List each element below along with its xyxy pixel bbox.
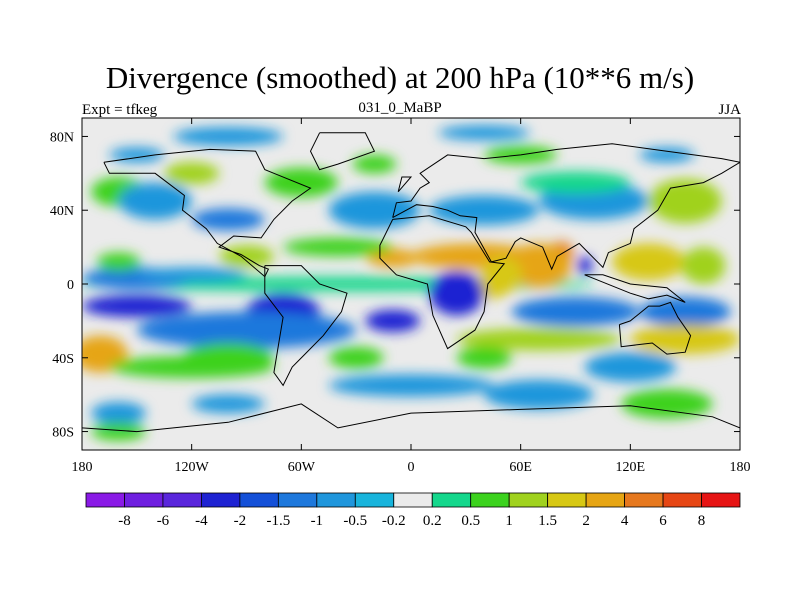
field-blob [506, 243, 572, 288]
colorbar-swatch [547, 492, 587, 508]
colorbar-swatch [470, 492, 510, 508]
y-tick-label: 80S [52, 426, 74, 441]
colorbar-label: -8 [118, 513, 131, 529]
field-blob [639, 147, 695, 163]
colorbar-swatch [85, 492, 125, 508]
field-blob [429, 271, 485, 316]
coastline [264, 265, 348, 387]
colorbar-label: 1 [505, 513, 513, 529]
y-tick-label: 0 [67, 278, 74, 293]
y-tick-label: 80N [50, 130, 74, 145]
field-blob [118, 182, 192, 220]
field-blob [91, 402, 146, 425]
field-blob [136, 311, 357, 349]
colorbar-swatch [431, 492, 472, 508]
field-blob [173, 127, 284, 146]
colorbar-label: 2 [582, 513, 590, 529]
field-blob [109, 147, 165, 163]
x-tick-label: 180 [72, 460, 93, 475]
colorbar-label: 6 [659, 513, 667, 529]
colorbar-label: -4 [195, 513, 208, 529]
colorbar-swatch [624, 492, 664, 508]
field-blob [283, 237, 393, 257]
field-blob [136, 267, 247, 283]
colorbar-label: 1.5 [538, 513, 557, 529]
y-tick-label: 40S [52, 352, 74, 367]
colorbar-label: 0.2 [423, 513, 442, 529]
colorbar-label: -2 [234, 513, 247, 529]
field-blob [429, 195, 539, 225]
chart-title: Divergence (smoothed) at 200 hPa (10**6 … [105, 60, 695, 95]
field-blob [82, 295, 192, 318]
colorbar-label: 8 [698, 513, 706, 529]
colorbar-swatch [201, 492, 241, 508]
x-tick-label: 180 [730, 460, 751, 475]
field-blob [96, 252, 141, 272]
x-tick-label: 60W [288, 460, 316, 475]
field-blob [584, 352, 677, 382]
colorbar-swatch [585, 492, 625, 508]
field-blob [328, 346, 384, 369]
coastline [397, 176, 413, 193]
field-blob [612, 243, 686, 281]
coastline [618, 301, 692, 355]
colorbar-swatch [354, 492, 395, 508]
field-blob [520, 171, 631, 194]
field-blob [328, 374, 494, 397]
field-blob [621, 389, 713, 419]
colorbar-label: 4 [621, 513, 629, 529]
field-blob [164, 162, 220, 185]
x-tick-label: 120W [175, 460, 210, 475]
coastline [392, 143, 740, 271]
colorbar-swatch [393, 492, 433, 508]
field-blob [681, 247, 726, 284]
field-blob [109, 355, 274, 379]
colorbar-swatch [239, 492, 279, 508]
field-blob [630, 324, 740, 355]
colorbar-label: 0.5 [461, 513, 480, 529]
field-blob [365, 309, 421, 332]
season-label: JJA [718, 102, 741, 118]
coastline [309, 132, 376, 171]
field-blob [438, 125, 530, 141]
field-blob [456, 346, 512, 369]
colorbar-swatch [316, 492, 356, 508]
colorbar-label: -0.5 [343, 513, 367, 529]
x-tick-label: 0 [408, 460, 415, 475]
colorbar-swatch [162, 492, 202, 508]
field-blob [648, 178, 722, 224]
x-tick-label: 120E [616, 460, 646, 475]
colorbar-swatch [508, 492, 549, 508]
y-tick-label: 40N [50, 204, 74, 219]
field-blob [352, 154, 397, 174]
field-blob [264, 167, 338, 198]
field-blob [577, 256, 592, 275]
field-blob [191, 394, 265, 414]
coastline [82, 403, 740, 433]
field-blob [191, 208, 265, 231]
x-tick-label: 60E [509, 460, 532, 475]
colorbar-label: -6 [157, 513, 170, 529]
coastline [584, 274, 686, 303]
run-label: 031_0_MaBP [358, 100, 442, 116]
coastline [103, 148, 312, 278]
colorbar-label: -1 [311, 513, 324, 529]
field-blob [91, 422, 146, 441]
field-blob [456, 328, 622, 351]
experiment-label: Expt = tfkeg [82, 102, 158, 118]
field-blob [511, 296, 640, 327]
field-blob [639, 296, 731, 327]
colorbar-swatch [277, 492, 318, 508]
field-blob [219, 245, 274, 268]
colorbar-swatch [701, 492, 741, 508]
colorbar-swatch [124, 492, 164, 508]
colorbar-swatch [662, 492, 702, 508]
colorbar-label: -0.2 [382, 513, 406, 529]
field-blob [484, 379, 594, 410]
colorbar-label: -1.5 [266, 513, 290, 529]
coastline [379, 215, 506, 350]
